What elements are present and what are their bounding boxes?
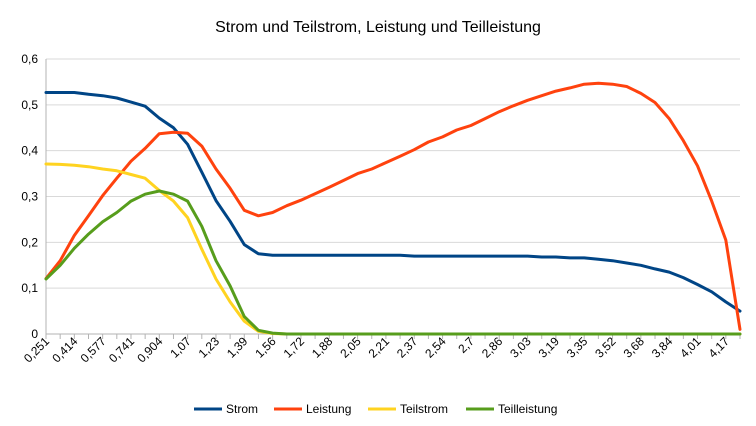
series-line-strom — [44, 91, 742, 313]
legend-label-leistung: Leistung — [306, 402, 351, 416]
series-leistung — [44, 81, 742, 331]
y-tick-label: 0,1 — [21, 281, 38, 295]
y-tick-label: 0,5 — [21, 98, 38, 112]
legend-label-teilstrom: Teilstrom — [400, 402, 448, 416]
series-teilleistung — [44, 189, 742, 336]
y-tick-label: 0,3 — [21, 190, 38, 204]
legend: Strom Leistung Teilstrom Teilleistung — [194, 402, 557, 416]
y-tick-label: 0,4 — [21, 144, 38, 158]
chart-title: Strom und Teilstrom, Leistung und Teille… — [215, 19, 541, 36]
grid — [46, 58, 740, 289]
y-tick-label: 0,6 — [21, 52, 38, 66]
legend-label-strom: Strom — [226, 402, 258, 416]
series-lines — [44, 81, 742, 336]
series-strom — [44, 91, 742, 313]
series-line-teilleistung — [44, 189, 742, 336]
series-line-leistung — [44, 81, 742, 331]
legend-label-teilleistung: Teilleistung — [498, 402, 557, 416]
y-tick-label: 0,2 — [21, 235, 38, 249]
y-tick-label: 0 — [31, 327, 38, 341]
